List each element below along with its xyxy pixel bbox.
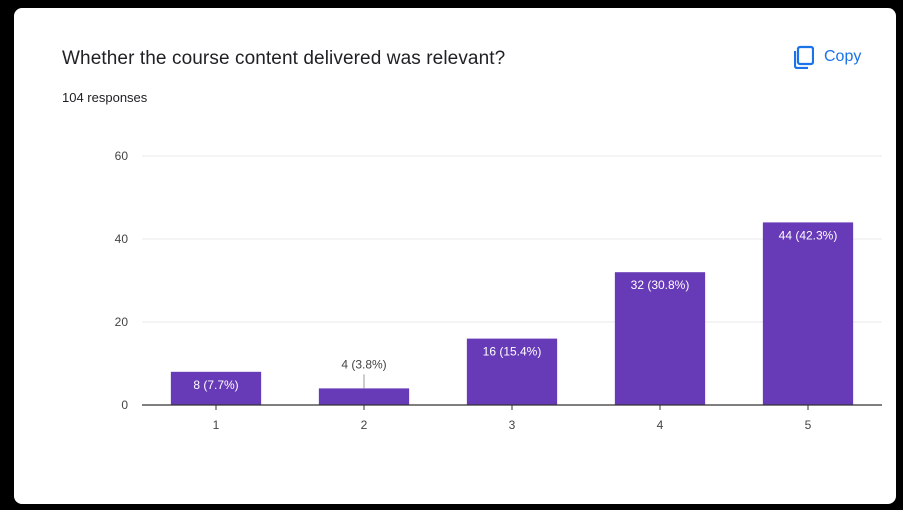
data-label: 4 (3.8%)	[341, 357, 386, 371]
bar	[614, 272, 706, 405]
y-tick-label: 60	[115, 149, 129, 163]
y-tick-label: 0	[121, 398, 128, 412]
bar	[170, 371, 262, 405]
bar	[762, 222, 854, 405]
response-count: 104 responses	[62, 90, 148, 105]
data-label: 16 (15.4%)	[483, 345, 542, 359]
bar-chart: 0 20 40 60 8 (7.7%) 1 4 (3.8%) 2 16 (15.4%) 3 32 (…	[14, 8, 896, 504]
data-label: 32 (30.8%)	[631, 278, 690, 292]
x-tick-label: 5	[805, 418, 812, 432]
chart-svg: 0 20 40 60 8 (7.7%) 1 4 (3.8%) 2 16 (15.4%) 3 32 (…	[115, 149, 882, 432]
copy-icon	[794, 45, 814, 69]
bar	[318, 388, 410, 405]
x-tick-label: 3	[509, 418, 516, 432]
data-label: 44 (42.3%)	[779, 228, 838, 242]
chart-card: Whether the course content delivered was…	[14, 8, 896, 504]
bar	[466, 338, 558, 405]
copy-button[interactable]: Copy	[790, 41, 865, 73]
copy-label: Copy	[824, 48, 862, 65]
data-label: 8 (7.7%)	[193, 378, 238, 392]
x-tick-label: 4	[657, 418, 664, 432]
x-tick-label: 2	[361, 418, 368, 432]
y-tick-label: 20	[115, 315, 129, 329]
question-title: Whether the course content delivered was…	[62, 48, 506, 69]
x-tick-label: 1	[213, 418, 220, 432]
y-tick-label: 40	[115, 232, 129, 246]
